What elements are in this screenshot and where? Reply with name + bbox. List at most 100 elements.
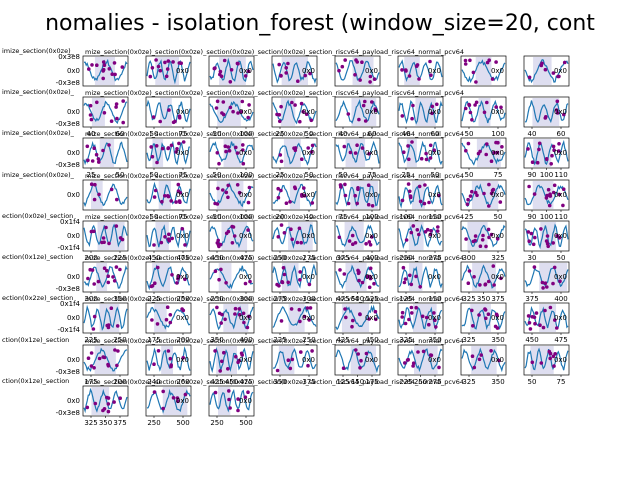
anomaly-point bbox=[115, 364, 119, 368]
anomaly-point bbox=[236, 183, 240, 187]
y-tick-label: 0x0 bbox=[302, 108, 315, 116]
anomaly-point bbox=[472, 275, 476, 279]
anomaly-point bbox=[97, 193, 101, 197]
anomaly-point bbox=[531, 315, 535, 319]
anomaly-point bbox=[310, 119, 314, 123]
anomaly-point bbox=[87, 356, 91, 360]
anomaly-point bbox=[544, 68, 548, 72]
subplot-panel: 325 350 375 bbox=[83, 386, 128, 427]
anomaly-point bbox=[105, 324, 109, 328]
anomaly-point bbox=[277, 235, 281, 239]
anomaly-point bbox=[152, 362, 156, 366]
y-tick-label: 0x0 bbox=[239, 314, 252, 322]
anomaly-point bbox=[229, 80, 233, 84]
x-tick-label: 350 bbox=[99, 419, 112, 427]
anomaly-point bbox=[165, 318, 169, 322]
x-tick-label: 475 bbox=[554, 336, 567, 344]
anomaly-point bbox=[563, 61, 567, 65]
anomaly-point bbox=[279, 105, 283, 109]
anomaly-point bbox=[106, 274, 110, 278]
anomaly-point bbox=[469, 111, 473, 115]
anomaly-point bbox=[226, 184, 230, 188]
anomaly-point bbox=[216, 151, 220, 155]
anomaly-point bbox=[359, 359, 363, 363]
anomaly-point bbox=[86, 145, 90, 149]
anomaly-point bbox=[536, 161, 540, 165]
anomaly-point bbox=[118, 396, 122, 400]
anomaly-point bbox=[170, 144, 174, 148]
y-tick-label: 0x0 bbox=[365, 314, 378, 322]
anomaly-point bbox=[351, 234, 355, 238]
anomaly-point bbox=[542, 326, 546, 330]
y-tick-label: 0x0 bbox=[491, 273, 504, 281]
anomaly-point bbox=[107, 281, 111, 285]
x-tick-label: 75 bbox=[557, 378, 566, 386]
anomaly-point bbox=[464, 107, 468, 111]
anomaly-point bbox=[184, 393, 188, 397]
anomaly-point bbox=[157, 65, 161, 69]
anomaly-point bbox=[309, 306, 313, 310]
anomaly-point bbox=[100, 241, 104, 245]
anomaly-point bbox=[115, 265, 119, 269]
anomaly-point bbox=[424, 230, 428, 234]
anomaly-point bbox=[484, 153, 488, 157]
subplot-panel: 0x090 100 110 bbox=[524, 180, 569, 221]
anomaly-point bbox=[468, 59, 472, 63]
anomaly-point bbox=[407, 158, 411, 162]
anomaly-point bbox=[429, 144, 433, 148]
anomaly-point bbox=[220, 360, 224, 364]
anomaly-point bbox=[110, 306, 114, 310]
anomaly-point bbox=[178, 199, 182, 203]
anomaly-point bbox=[91, 159, 95, 163]
anomaly-point bbox=[282, 266, 286, 270]
y-tick-label: 0x0 bbox=[67, 397, 80, 405]
anomaly-point bbox=[244, 282, 248, 286]
anomaly-point bbox=[224, 150, 228, 154]
anomaly-point bbox=[116, 349, 120, 353]
anomaly-point bbox=[158, 120, 162, 124]
anomaly-point bbox=[544, 281, 548, 285]
anomaly-point bbox=[363, 100, 367, 104]
x-tick-label: 375 bbox=[525, 295, 538, 303]
x-tick-label: 375 bbox=[491, 295, 504, 303]
anomaly-point bbox=[280, 160, 284, 164]
anomaly-point bbox=[355, 143, 359, 147]
subplot-panel bbox=[83, 56, 128, 86]
anomaly-point bbox=[464, 62, 468, 66]
y-tick-label: 0x0 bbox=[239, 108, 252, 116]
anomaly-point bbox=[105, 269, 109, 273]
anomaly-point bbox=[541, 286, 545, 290]
anomaly-point bbox=[549, 194, 553, 198]
anomaly-point bbox=[356, 269, 360, 273]
y-tick-label: 0x0 bbox=[365, 108, 378, 116]
anomaly-point bbox=[229, 106, 233, 110]
y-tick-label: -0x3e8 bbox=[56, 161, 80, 169]
anomaly-point bbox=[405, 238, 409, 242]
x-tick-label: 90 bbox=[528, 171, 537, 179]
anomaly-point bbox=[310, 349, 314, 353]
anomaly-point bbox=[299, 350, 303, 354]
anomaly-point bbox=[246, 116, 250, 120]
y-tick-label: 0x0 bbox=[554, 356, 567, 364]
anomaly-point bbox=[213, 202, 217, 206]
y-tick-label: 0x0 bbox=[491, 232, 504, 240]
x-tick-label: 100 bbox=[540, 213, 553, 221]
anomaly-point bbox=[105, 396, 109, 400]
y-tick-label: -0x1f4 bbox=[58, 326, 81, 334]
anomaly-point bbox=[225, 191, 229, 195]
anomaly-window-band bbox=[284, 139, 301, 167]
anomaly-point bbox=[533, 322, 537, 326]
x-tick-label: 50 bbox=[465, 171, 474, 179]
anomaly-point bbox=[92, 146, 96, 150]
y-tick-label: 0x0 bbox=[302, 273, 315, 281]
anomaly-point bbox=[112, 400, 116, 404]
anomaly-point bbox=[279, 153, 283, 157]
anomaly-point bbox=[551, 282, 555, 286]
anomaly-point bbox=[435, 103, 439, 107]
anomaly-point bbox=[403, 281, 407, 285]
anomaly-point bbox=[234, 355, 238, 359]
anomaly-point bbox=[215, 306, 219, 310]
anomaly-point bbox=[276, 369, 280, 373]
anomaly-point bbox=[180, 307, 184, 311]
y-tick-label: 0x0 bbox=[428, 149, 441, 157]
